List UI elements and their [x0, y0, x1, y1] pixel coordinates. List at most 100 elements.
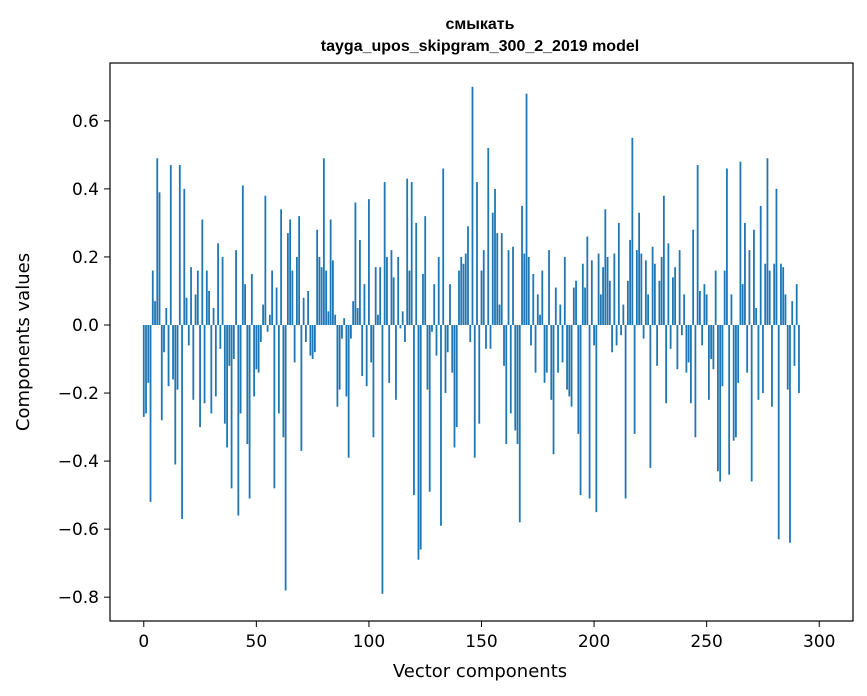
bar-152	[485, 324, 487, 349]
bar-83	[329, 219, 332, 325]
bar-172	[530, 324, 532, 346]
bar-224	[647, 294, 650, 325]
bar-214	[624, 324, 627, 499]
bar-190	[570, 324, 573, 407]
bar-202	[597, 253, 600, 325]
bar-66	[291, 270, 294, 325]
bar-91	[347, 324, 350, 458]
bar-226	[651, 246, 654, 325]
bar-130	[435, 324, 438, 356]
x-tick-label: 300	[803, 632, 835, 652]
bar-24	[196, 270, 199, 325]
bar-164	[512, 246, 514, 325]
bar-219	[635, 250, 638, 325]
bar-6	[156, 158, 159, 325]
bar-256	[719, 324, 722, 482]
x-tick-label: 150	[465, 632, 497, 652]
bar-56	[268, 314, 271, 325]
bar-165	[514, 324, 517, 431]
bar-268	[746, 324, 749, 373]
bar-284	[782, 267, 785, 325]
y-tick-label: −0.4	[58, 452, 99, 472]
bar-68	[295, 256, 298, 325]
bar-227	[653, 263, 656, 325]
bar-210	[615, 324, 618, 346]
bar-124	[422, 273, 424, 325]
bar-79	[320, 267, 323, 325]
bar-277	[766, 158, 769, 325]
bar-215	[626, 280, 629, 325]
bar-174	[534, 324, 537, 373]
y-tick-label: 0.4	[72, 180, 99, 200]
bar-48	[250, 273, 253, 325]
x-tick-label: 100	[353, 632, 385, 652]
bar-110	[390, 250, 393, 325]
bar-184	[557, 324, 559, 373]
bar-26	[201, 219, 204, 325]
bar-116	[404, 324, 406, 342]
bar-46	[246, 324, 249, 445]
bar-245	[694, 324, 697, 438]
bar-131	[437, 256, 440, 325]
bar-228	[656, 324, 659, 366]
bar-132	[440, 324, 442, 526]
bar-263	[735, 324, 737, 438]
bar-230	[660, 256, 663, 325]
chart-title: смыкать	[446, 16, 515, 33]
bar-287	[789, 324, 791, 543]
bar-70	[300, 324, 303, 451]
bar-11	[167, 324, 170, 387]
bar-85	[334, 314, 337, 325]
bar-168	[521, 205, 523, 325]
bar-246	[696, 165, 699, 325]
bar-72	[304, 324, 307, 342]
bar-181	[550, 324, 553, 400]
bar-249	[703, 284, 706, 325]
plot-frame	[109, 62, 854, 622]
bar-14	[174, 324, 177, 465]
bar-232	[665, 324, 668, 404]
bar-213	[622, 304, 625, 325]
bar-53	[262, 304, 264, 325]
bar-142	[462, 263, 465, 325]
bar-125	[424, 216, 427, 325]
bar-176	[539, 314, 541, 325]
bar-231	[662, 195, 665, 325]
bar-159	[500, 233, 503, 325]
bar-154	[489, 324, 492, 349]
bar-86	[336, 324, 339, 407]
bar-266	[741, 284, 744, 325]
bar-199	[590, 260, 593, 325]
bar-239	[680, 324, 683, 336]
bar-74	[309, 324, 312, 356]
bar-80	[322, 158, 325, 325]
bar-203	[599, 294, 602, 325]
bar-108	[386, 256, 388, 325]
bar-155	[491, 212, 494, 325]
bar-50	[255, 324, 258, 370]
bar-7	[158, 192, 161, 325]
bar-64	[286, 233, 289, 325]
bar-9	[163, 324, 165, 353]
bar-244	[692, 229, 695, 325]
bar-148	[476, 182, 478, 325]
bar-270	[750, 324, 753, 482]
bar-217	[631, 137, 634, 325]
bar-156	[494, 188, 496, 325]
bar-273	[757, 324, 760, 400]
bar-285	[784, 294, 787, 325]
bar-243	[689, 324, 692, 404]
bar-147	[473, 324, 476, 458]
bar-27	[203, 324, 206, 404]
bar-30	[210, 324, 213, 414]
bar-98	[363, 284, 366, 325]
bar-291	[798, 324, 800, 394]
bar-32	[214, 324, 217, 397]
bar-290	[795, 284, 798, 325]
bar-133	[442, 168, 445, 325]
bar-59	[275, 287, 278, 325]
bar-33	[217, 243, 219, 325]
bar-151	[482, 250, 485, 325]
bar-265	[739, 161, 742, 325]
bar-118	[408, 270, 411, 325]
